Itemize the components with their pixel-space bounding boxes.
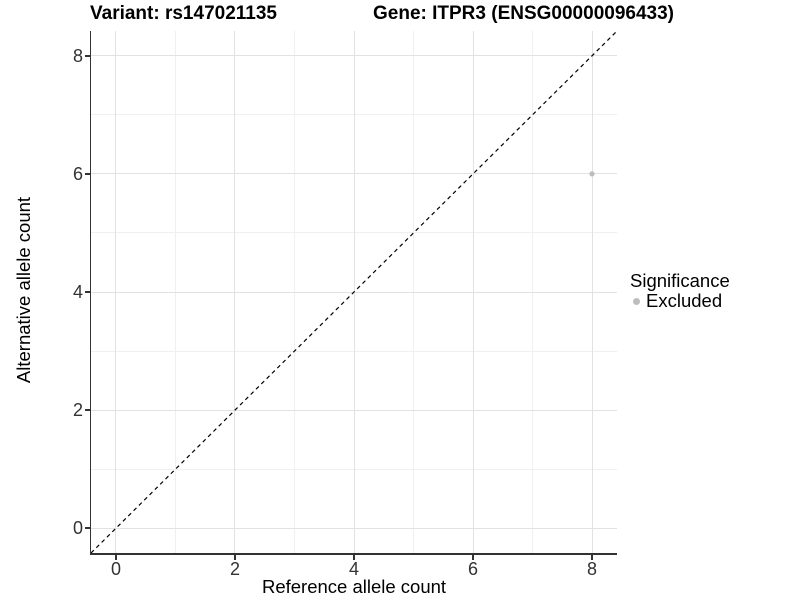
y-axis-title: Alternative allele count bbox=[13, 196, 34, 384]
major-gridline-horizontal bbox=[91, 173, 617, 175]
x-tick-label: 4 bbox=[348, 559, 359, 579]
x-tick-mark bbox=[472, 554, 474, 560]
x-tick-label: 6 bbox=[467, 559, 478, 579]
y-tick-mark bbox=[84, 527, 90, 529]
y-tick-label: 2 bbox=[72, 400, 83, 421]
y-tick-label: 8 bbox=[72, 45, 83, 66]
gene-title: Gene: ITPR3 (ENSG00000096433) bbox=[373, 3, 674, 24]
plot-layer bbox=[91, 31, 617, 553]
legend-title: Significance bbox=[630, 270, 730, 291]
x-tick-mark bbox=[591, 554, 593, 560]
major-gridline-horizontal bbox=[91, 527, 617, 529]
y-tick-label: 4 bbox=[72, 282, 83, 302]
data-point bbox=[589, 171, 595, 177]
y-tick-mark bbox=[84, 291, 90, 293]
legend-entry: Excluded bbox=[630, 291, 730, 311]
variant-title: Variant: rs147021135 bbox=[90, 3, 277, 24]
x-axis-line bbox=[89, 553, 617, 555]
major-gridline-horizontal bbox=[91, 409, 617, 411]
y-tick-mark bbox=[84, 55, 90, 57]
legend-point-swatch bbox=[633, 297, 640, 305]
x-tick-mark bbox=[115, 554, 117, 560]
y-tick-label: 0 bbox=[72, 518, 83, 539]
y-tick-mark bbox=[84, 409, 90, 411]
x-tick-label: 0 bbox=[110, 559, 121, 579]
plot-panel bbox=[91, 31, 617, 553]
x-tick-label: 2 bbox=[229, 559, 240, 579]
identity-line bbox=[91, 31, 617, 553]
x-axis-title: Reference allele count bbox=[261, 576, 447, 597]
legend: Significance Excluded bbox=[630, 271, 730, 311]
x-tick-label: 8 bbox=[586, 559, 597, 579]
x-tick-mark bbox=[353, 554, 355, 560]
legend-entry-label: Excluded bbox=[646, 290, 723, 311]
x-tick-mark bbox=[234, 554, 236, 560]
y-tick-mark bbox=[84, 173, 90, 175]
y-tick-label: 6 bbox=[72, 163, 83, 184]
major-gridline-horizontal bbox=[91, 55, 617, 57]
y-axis-line bbox=[89, 31, 91, 555]
